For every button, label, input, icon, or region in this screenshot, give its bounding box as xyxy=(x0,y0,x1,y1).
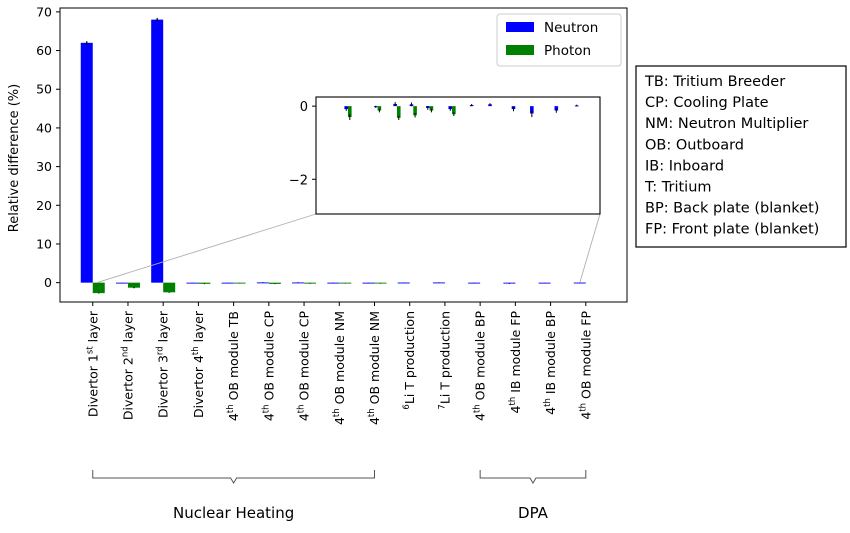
y-tick-label: 30 xyxy=(36,159,52,174)
group-bracket xyxy=(479,470,587,484)
category-label: 4th OB module NM xyxy=(332,311,347,425)
plot-frame xyxy=(59,7,628,303)
bar-neutron xyxy=(397,282,410,284)
bar-neutron xyxy=(80,42,93,283)
bar-neutron xyxy=(221,282,234,284)
bar-neutron xyxy=(151,19,164,283)
zoom-line xyxy=(579,213,601,283)
y-tick-label: 40 xyxy=(36,120,52,135)
y-tick-label: 60 xyxy=(36,43,52,58)
abbreviation-line: CP: Cooling Plate xyxy=(645,95,769,111)
abbreviation-line: NM: Neutron Multiplier xyxy=(645,116,808,132)
group-label: Nuclear Heating xyxy=(173,504,294,522)
y-axis-label: Relative difference (%) xyxy=(7,84,22,232)
category-label: 4th OB module CP xyxy=(261,311,276,422)
legend-swatch-photon xyxy=(506,45,534,55)
category-label: Divertor 4th layer xyxy=(191,310,206,418)
y-tick-label: 20 xyxy=(36,198,52,213)
category-label: Divertor 3rd layer xyxy=(156,310,171,418)
abbreviation-line: BP: Back plate (blanket) xyxy=(645,201,819,217)
abbreviation-line: TB: Tritium Breeder xyxy=(644,74,785,90)
inset-bar-photon xyxy=(413,106,417,116)
category-label: 4th OB module TB xyxy=(226,311,241,421)
inset-bar-photon xyxy=(429,106,434,111)
legend-label-photon: Photon xyxy=(544,43,591,59)
group-bracket xyxy=(92,470,375,484)
bar-neutron xyxy=(256,282,269,284)
inset-y-tick-label: 0 xyxy=(300,100,308,115)
category-label: Divertor 2nd layer xyxy=(120,310,135,420)
inset-bar-photon xyxy=(396,106,401,118)
bar-neutron xyxy=(292,282,305,284)
category-label: Divertor 1st layer xyxy=(85,310,100,417)
category-label: 6Li T production xyxy=(402,311,417,410)
legend: Neutron Photon xyxy=(496,13,622,67)
inset-frame xyxy=(315,96,601,215)
category-label: 4th OB module NM xyxy=(367,311,382,425)
abbreviation-line: T: Tritium xyxy=(644,180,712,196)
bar-photon xyxy=(268,282,281,284)
abbreviation-line: IB: Inboard xyxy=(645,158,724,174)
category-label: 4th IB module FP xyxy=(508,311,523,414)
y-tick-label: 10 xyxy=(36,236,52,251)
abbreviation-line: FP: Front plate (blanket) xyxy=(645,222,819,238)
bar-neutron xyxy=(432,282,445,284)
legend-swatch-neutron xyxy=(506,22,534,32)
bar-photon xyxy=(304,282,317,284)
category-label: 4th OB module FP xyxy=(578,311,593,420)
inset-bar-photon xyxy=(452,106,456,115)
y-tick-label: 50 xyxy=(36,82,52,97)
inset-plot: 0 −2 xyxy=(96,96,601,284)
abbreviation-box: TB: Tritium Breeder CP: Cooling Plate NM: … xyxy=(635,65,847,248)
group-label: DPA xyxy=(518,504,549,522)
bar-photon xyxy=(163,282,176,293)
category-label: 4th IB module BP xyxy=(543,311,558,415)
y-tick-label: 70 xyxy=(36,4,52,19)
category-label: 7Li T production xyxy=(437,311,452,410)
bar-neutron xyxy=(327,282,340,284)
zoom-line xyxy=(96,213,317,284)
y-tick-label: 0 xyxy=(44,275,52,290)
bar-photon xyxy=(198,282,211,284)
bar-photon xyxy=(127,282,140,288)
inset-bar-photon xyxy=(348,106,352,118)
bar-neutron xyxy=(573,282,586,284)
legend-label-neutron: Neutron xyxy=(544,20,598,36)
bar-photon xyxy=(92,282,105,294)
category-label: 4th OB module CP xyxy=(297,311,312,422)
bar-photon xyxy=(374,282,387,284)
category-label: 4th OB module BP xyxy=(473,311,488,421)
x-axis-labels: Divertor 1st layer Divertor 2nd layer Dive… xyxy=(85,302,593,425)
y-axis: 0 10 20 30 40 50 60 70 xyxy=(36,4,60,290)
inset-y-tick-label: −2 xyxy=(289,173,308,188)
inset-bar-photon xyxy=(377,106,382,111)
category-groups: Nuclear Heating DPA xyxy=(92,470,587,522)
main-plot xyxy=(59,7,628,303)
abbreviation-frame xyxy=(635,65,847,248)
abbreviation-line: OB: Outboard xyxy=(645,137,744,153)
